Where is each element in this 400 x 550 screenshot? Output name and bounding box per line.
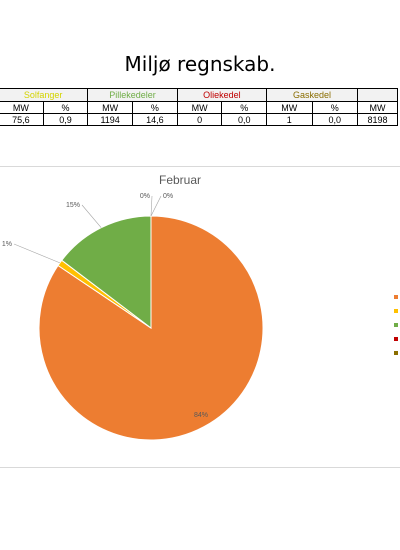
chart-frame — [0, 166, 400, 468]
group-header-solfanger: Solfanger — [0, 88, 89, 102]
table-group-row: Solfanger Pillekedeler Oliekedel Gaskede… — [0, 88, 398, 102]
data-label: 0% — [140, 193, 150, 200]
legend — [394, 295, 398, 355]
leader-line — [150, 195, 153, 217]
subheader-cell: % — [311, 101, 359, 114]
group-header-oliekedel: Oliekedel — [176, 88, 267, 102]
value-cell: 14,6 — [132, 113, 178, 126]
value-cell: 75,6 — [0, 113, 44, 126]
legend-marker — [394, 323, 398, 327]
subheader-cell: MW — [265, 101, 313, 114]
energy-table: Solfanger Pillekedeler Oliekedel Gaskede… — [0, 88, 398, 126]
value-cell: 0,9 — [42, 113, 89, 126]
subheader-cell: MW — [357, 101, 398, 114]
leader-line — [13, 243, 61, 264]
value-cell: 1 — [265, 113, 313, 126]
data-labels: 84% 1% 15% 0% 0% — [2, 193, 208, 419]
legend-marker — [394, 351, 398, 355]
data-label: 1% — [2, 241, 12, 248]
value-cell: 1194 — [87, 113, 134, 126]
data-label: 0% — [163, 193, 173, 200]
pie-chart: Februar 84% 1% 15% 0% 0% — [2, 173, 398, 441]
page-title: Miljø regnskab. — [124, 52, 276, 76]
group-header-gaskedel: Gaskedel — [265, 88, 359, 102]
leader-line — [150, 195, 162, 217]
subheader-cell: MW — [87, 101, 134, 114]
table-subheader-row: MW % MW % MW % MW % MW — [0, 101, 398, 114]
subheader-cell: % — [132, 101, 178, 114]
leader-line — [81, 204, 102, 228]
value-cell: 8198 — [357, 113, 398, 126]
subheader-cell: % — [221, 101, 267, 114]
data-label: 15% — [66, 202, 80, 209]
chart-title: Februar — [159, 173, 201, 187]
group-header-pillekedeler: Pillekedeler — [87, 88, 178, 102]
value-cell: 0 — [176, 113, 223, 126]
subheader-cell: MW — [176, 101, 223, 114]
value-cell: 0,0 — [221, 113, 267, 126]
subheader-cell: % — [42, 101, 89, 114]
legend-marker — [394, 309, 398, 313]
leader-lines — [13, 195, 162, 264]
table-row: 75,6 0,9 1194 14,6 0 0,0 1 0,0 8198 — [0, 113, 398, 126]
legend-marker — [394, 337, 398, 341]
group-header-total — [357, 88, 398, 102]
legend-marker — [394, 295, 398, 299]
value-cell: 0,0 — [311, 113, 359, 126]
subheader-cell: MW — [0, 101, 44, 114]
data-label: 84% — [194, 412, 208, 419]
pie-slices — [38, 215, 264, 441]
